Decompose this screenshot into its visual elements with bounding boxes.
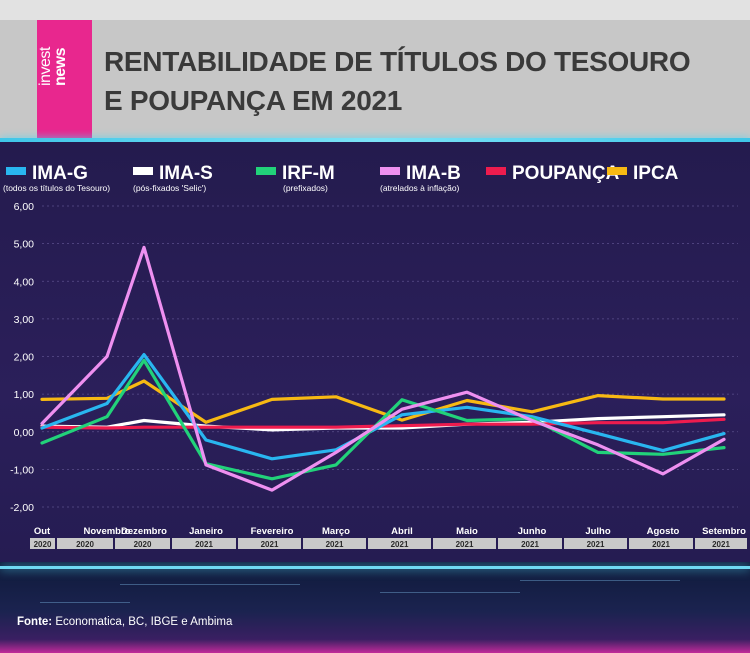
title-line-1: RENTABILIDADE DE TÍTULOS DO TESOURO bbox=[104, 46, 691, 77]
y-tick-label: 0,00 bbox=[14, 427, 35, 439]
x-tick-label: Julho bbox=[585, 526, 611, 537]
year-label: 2021 bbox=[261, 540, 279, 549]
light-streak bbox=[520, 580, 680, 581]
bottom-accent-line bbox=[0, 566, 750, 569]
y-tick-label: 1,00 bbox=[14, 389, 35, 401]
title-line-2: E POUPANÇA EM 2021 bbox=[104, 85, 403, 116]
series-line-ima-g bbox=[40, 353, 726, 461]
year-box bbox=[629, 538, 693, 549]
legend-label: POUPANÇA bbox=[512, 163, 620, 184]
series-line-ima-b bbox=[40, 245, 726, 492]
legend-swatch bbox=[607, 167, 627, 175]
source-note: Fonte: Economatica, BC, IBGE e Ambima bbox=[17, 616, 232, 628]
logo-text-bottom: news bbox=[52, 47, 69, 86]
year-label: 2021 bbox=[652, 540, 670, 549]
legend-swatch bbox=[256, 167, 276, 175]
y-tick-label: -1,00 bbox=[10, 464, 34, 476]
y-tick-label: 6,00 bbox=[14, 201, 35, 213]
year-label: 2021 bbox=[195, 540, 213, 549]
y-tick-label: 4,00 bbox=[14, 276, 35, 288]
x-tick-label: Abril bbox=[391, 526, 413, 537]
series-line-poupança bbox=[40, 417, 726, 430]
year-label: 2021 bbox=[391, 540, 409, 549]
accent-line bbox=[0, 138, 750, 142]
year-label: 2020 bbox=[34, 540, 52, 549]
year-box bbox=[564, 538, 627, 549]
year-box bbox=[368, 538, 431, 549]
line-chart: 6,00 5,00 4,00 3,00 2,00 1,00 0,00 -1,00 -2,00 IM… bbox=[3, 163, 747, 549]
y-tick-label: 5,00 bbox=[14, 239, 35, 251]
series-line-ipca bbox=[40, 379, 726, 424]
logo-text-top: invest bbox=[37, 47, 54, 86]
source-text: Economatica, BC, IBGE e Ambima bbox=[55, 616, 233, 628]
page-title: RENTABILIDADE DE TÍTULOS DO TESOURO E PO… bbox=[104, 42, 734, 120]
legend-label: IPCA bbox=[633, 163, 679, 184]
legend-sublabel: (prefixados) bbox=[283, 183, 328, 193]
x-tick-label: Agosto bbox=[647, 526, 680, 537]
x-tick-label: Out bbox=[34, 526, 51, 537]
legend-label: IRF-M bbox=[282, 163, 335, 184]
year-label: 2020 bbox=[134, 540, 152, 549]
x-tick-label: Março bbox=[322, 526, 350, 537]
year-label: 2021 bbox=[521, 540, 539, 549]
year-label: 2021 bbox=[712, 540, 730, 549]
legend-sublabel: (todos os títulos do Tesouro) bbox=[3, 183, 110, 193]
year-label: 2021 bbox=[456, 540, 474, 549]
year-box bbox=[238, 538, 301, 549]
x-tick-label: Janeiro bbox=[189, 526, 223, 537]
year-box bbox=[695, 538, 747, 549]
header: invest news RENTABILIDADE DE TÍTULOS DO … bbox=[0, 0, 750, 138]
light-streak bbox=[40, 602, 130, 603]
x-tick-label: Fevereiro bbox=[251, 526, 294, 537]
logo-text: invest news bbox=[37, 26, 69, 86]
year-box bbox=[303, 538, 366, 549]
light-streak bbox=[380, 592, 520, 593]
legend-swatch bbox=[486, 167, 506, 175]
year-label: 2021 bbox=[587, 540, 605, 549]
year-box bbox=[172, 538, 236, 549]
x-tick-label: Dezembro bbox=[121, 526, 167, 537]
year-label: 2020 bbox=[76, 540, 94, 549]
legend-label: IMA-G bbox=[32, 163, 88, 184]
investnews-logo: invest news bbox=[37, 20, 92, 138]
y-tick-label: -2,00 bbox=[10, 502, 34, 514]
source-label: Fonte: bbox=[17, 616, 53, 628]
x-tick-label: Maio bbox=[456, 526, 478, 537]
y-tick-label: 3,00 bbox=[14, 314, 35, 326]
year-label: 2021 bbox=[326, 540, 344, 549]
legend-swatch bbox=[380, 167, 400, 175]
legend-swatch bbox=[6, 167, 26, 175]
year-box bbox=[433, 538, 496, 549]
year-box bbox=[498, 538, 562, 549]
legend-label: IMA-S bbox=[159, 163, 213, 184]
x-tick-label: Junho bbox=[518, 526, 547, 537]
year-box bbox=[57, 538, 113, 549]
chart-panel: 6,00 5,00 4,00 3,00 2,00 1,00 0,00 -1,00 -2,00 IM… bbox=[0, 142, 750, 562]
x-tick-label: Setembro bbox=[702, 526, 746, 537]
y-tick-label: 2,00 bbox=[14, 352, 35, 364]
year-box bbox=[115, 538, 170, 549]
year-box bbox=[30, 538, 55, 549]
legend-sublabel: (atrelados à inflação) bbox=[380, 183, 460, 193]
legend-swatch bbox=[133, 167, 153, 175]
x-tick-label: Novembro bbox=[84, 526, 131, 537]
bottom-decoration bbox=[0, 562, 750, 653]
legend-sublabel: (pós-fixados 'Selic') bbox=[133, 183, 206, 193]
legend-label: IMA-B bbox=[406, 163, 461, 184]
light-streak bbox=[120, 584, 300, 585]
